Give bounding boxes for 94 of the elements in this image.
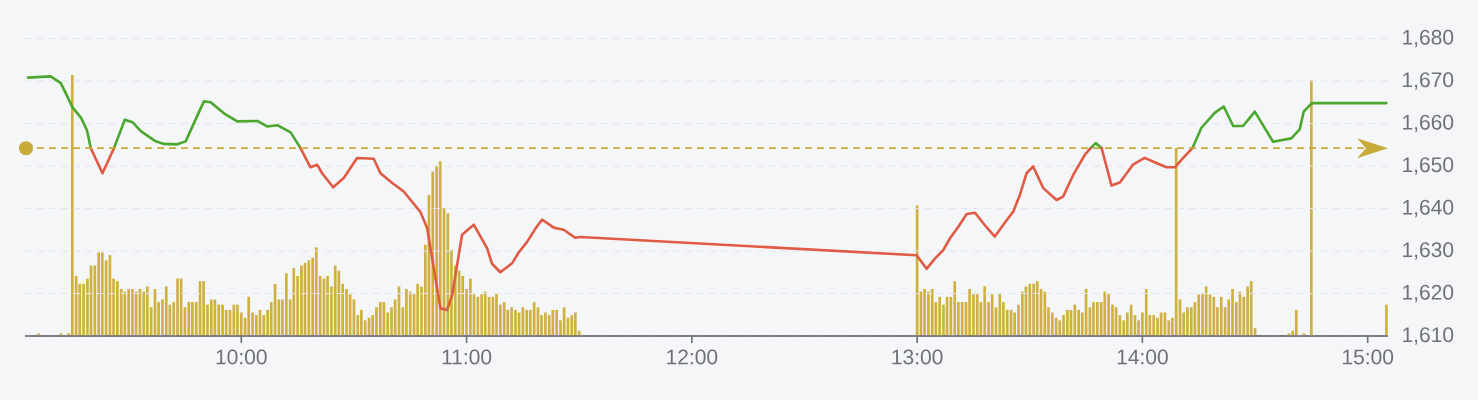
bar <box>314 247 318 336</box>
bar <box>525 309 529 336</box>
bar <box>221 304 224 336</box>
y-tick-label: 1,670 <box>1403 72 1454 90</box>
bar <box>1156 317 1159 336</box>
y-tick-label: 1,630 <box>1403 242 1454 260</box>
bar <box>1152 315 1156 336</box>
bar <box>123 291 127 336</box>
bar <box>438 161 442 336</box>
y-tick-label: 1,610 <box>1403 327 1454 345</box>
bar <box>292 268 296 336</box>
bar <box>378 302 382 336</box>
bar <box>247 296 251 336</box>
x-tick-label: 13:00 <box>892 349 943 365</box>
x-tick-label: 10:00 <box>216 349 267 365</box>
bar <box>1144 289 1148 336</box>
bar <box>461 275 465 336</box>
bar <box>1077 309 1080 336</box>
bar <box>998 294 1002 336</box>
bar <box>483 291 487 336</box>
bar <box>938 296 941 336</box>
bar <box>1032 283 1035 336</box>
bar <box>469 278 472 336</box>
bar <box>975 294 979 336</box>
bar <box>1249 281 1253 336</box>
bar <box>176 278 179 336</box>
bar <box>187 302 191 336</box>
y-tick-label: 1,620 <box>1403 284 1454 303</box>
bar <box>1073 304 1077 336</box>
bar <box>1231 289 1234 336</box>
bar <box>1197 294 1201 336</box>
bar <box>405 289 408 336</box>
bar <box>555 309 559 336</box>
bar <box>337 270 341 336</box>
bar <box>127 289 130 336</box>
bar <box>953 281 957 336</box>
bar <box>476 296 480 336</box>
bar <box>431 171 435 336</box>
bar <box>100 252 104 336</box>
x-tick-label: 12:00 <box>667 349 718 365</box>
bar <box>224 309 228 336</box>
bar <box>1066 309 1069 336</box>
bar <box>97 252 101 336</box>
bar <box>968 289 971 336</box>
bar <box>514 309 517 336</box>
x-tick-label: 11:00 <box>442 349 492 365</box>
bar <box>1204 286 1208 336</box>
bar <box>1103 291 1107 336</box>
y-tick-label: 1,680 <box>1403 29 1454 48</box>
bar <box>232 304 236 336</box>
bar <box>191 302 194 336</box>
bar <box>1107 294 1110 336</box>
bar <box>551 309 555 336</box>
bar <box>1212 296 1216 336</box>
bar <box>1028 283 1032 336</box>
bar <box>202 281 206 336</box>
bar <box>1385 304 1388 336</box>
x-tick-label: 15:00 <box>1343 349 1394 365</box>
bar <box>1035 281 1039 336</box>
y-tick-label: 1,660 <box>1403 114 1454 133</box>
bar <box>1219 296 1223 336</box>
bar <box>960 302 964 336</box>
bar <box>923 289 926 336</box>
bar <box>416 283 420 336</box>
bar <box>495 294 498 336</box>
bar <box>326 275 329 336</box>
bar <box>209 299 213 336</box>
bar <box>300 265 303 336</box>
bar <box>1294 309 1298 336</box>
bar <box>360 309 363 336</box>
bar <box>1186 307 1189 336</box>
bar <box>1092 302 1095 336</box>
bar <box>574 312 577 336</box>
bar <box>502 302 506 336</box>
bar <box>480 294 483 336</box>
bar <box>930 289 934 336</box>
bar <box>164 286 168 336</box>
bar <box>284 273 288 336</box>
bar <box>145 286 149 336</box>
bar <box>927 291 930 336</box>
y-tick-label: 1,650 <box>1403 157 1454 175</box>
bar <box>82 283 85 336</box>
bar <box>1096 302 1099 336</box>
bar <box>983 286 987 336</box>
bar <box>333 265 337 336</box>
bar <box>236 304 239 336</box>
y-tick-label: 1,640 <box>1403 199 1454 218</box>
x-tick-label: 14:00 <box>1117 349 1168 365</box>
bar <box>510 307 513 336</box>
bar <box>570 315 574 336</box>
bar <box>408 291 412 336</box>
bar <box>544 312 547 336</box>
bar <box>131 289 134 336</box>
bar <box>116 281 119 336</box>
